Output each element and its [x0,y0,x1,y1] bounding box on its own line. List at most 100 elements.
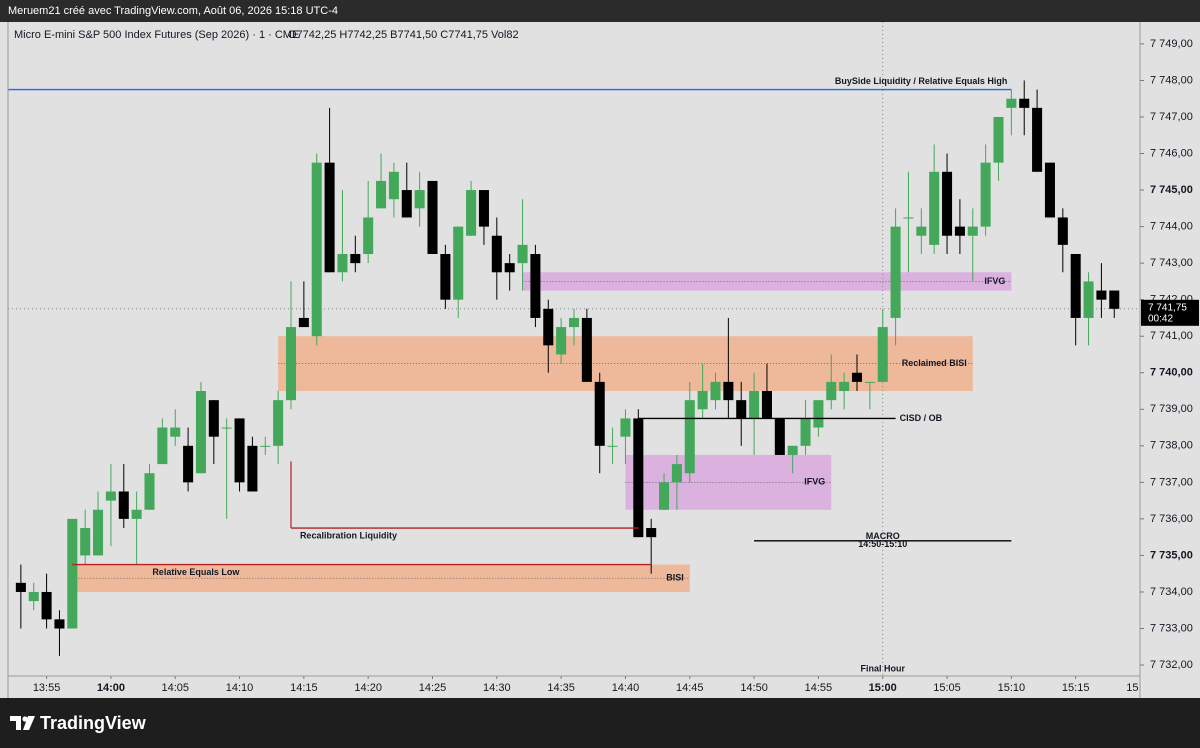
level-label: CISD / OB [900,413,943,423]
candle-body [890,226,901,318]
x-tick-label: 14:35 [547,682,575,694]
candle-body [105,491,116,501]
brand-logo [10,716,35,730]
attribution: Meruem21 créé avec TradingView.com, Août… [8,5,338,17]
x-tick-label: 14:45 [676,682,704,694]
candle-body [337,254,348,273]
candle-body [568,317,580,328]
candle-body [646,528,657,538]
candle-body [864,381,875,383]
level-label: BuySide Liquidity / Relative Equals High [835,76,1008,86]
candle-body [787,445,798,455]
candle-body [324,162,335,273]
candle-body [93,509,104,556]
last-price-label: 7 741,75 [1148,302,1187,313]
candle-body [723,381,734,401]
candle-body [311,162,322,337]
candle-body [877,327,888,382]
ohlc-legend: O7742,25 H7742,25 B7741,50 C7741,75 Vol8… [288,29,519,41]
candle-body [453,226,464,300]
zone-label: Reclaimed BISI [902,358,967,368]
candle-body [954,226,965,236]
last-price-box [1141,299,1199,326]
y-tick-label: 7 736,00 [1150,513,1193,525]
candle-body [813,400,824,428]
candle-body [1032,107,1043,172]
x-tick-label: 14:20 [354,682,382,694]
candle-body [285,327,297,401]
logo-shape [10,716,21,730]
candle-body [401,190,412,218]
x-tick-label: 14:55 [805,682,833,694]
candle-body [736,400,747,419]
x-tick-label: 13:55 [33,682,61,694]
candle-body [350,254,361,264]
candle-body [993,116,1004,163]
candle-body [67,518,78,629]
logo-shape [23,716,35,730]
candle-body [659,482,670,510]
candle-body [1057,217,1068,245]
level-label: MACRO [866,531,900,541]
candle-body [543,308,554,346]
candle-body [478,190,489,227]
candle-body [427,180,438,255]
level-label: Relative Equals Low [152,567,240,577]
candle-body [916,226,927,236]
y-tick-label: 7 746,00 [1150,147,1193,159]
zone-label: BISI [666,573,684,583]
candle-body [761,391,772,419]
candle-body [1083,281,1094,318]
y-tick-label: 7 737,00 [1150,476,1193,488]
level-sublabel: 14:50-15:10 [858,539,907,549]
candle-body [80,528,91,556]
candle-body [581,317,592,382]
candle-body [697,391,708,410]
x-tick-label: 15:15 [1062,682,1090,694]
candle-body [504,263,515,273]
footer-bar [0,698,1200,748]
candle-body [388,171,399,200]
candle-body [929,171,940,245]
x-tick-label: 14:40 [612,682,640,694]
candle-body [183,445,194,483]
candle-body [273,400,284,446]
candle-body [221,427,232,429]
countdown: 00:42 [1148,313,1173,324]
y-tick-label: 7 749,00 [1150,38,1193,50]
candle-body [774,418,785,455]
candle-body [466,190,477,236]
candle-body [1044,162,1055,218]
y-tick-label: 7 740,00 [1150,367,1193,379]
candle-body [530,254,541,318]
candle-body [1019,98,1030,108]
candle-body [131,509,142,519]
candle-body [298,317,309,328]
y-tick-label: 7 739,00 [1150,403,1193,415]
y-tick-label: 7 747,00 [1150,111,1193,123]
y-tick-label: 7 748,00 [1150,74,1193,86]
y-tick-label: 7 745,00 [1150,184,1193,196]
candle-body [247,445,258,492]
candle-body [208,400,219,437]
candle-body [414,190,425,209]
candle-body [607,445,618,447]
candle-body [440,254,451,300]
candle-body [517,244,528,264]
brand-name: TradingView [40,713,147,733]
candle-body [942,171,953,236]
candle-body [144,473,155,510]
candle-body [195,391,206,474]
x-tick-label: 15:10 [998,682,1026,694]
top-bar [0,0,1200,22]
zone [522,272,1012,291]
candle-body [980,162,991,227]
candle-body [157,427,168,465]
candle-body [491,235,502,273]
chart-title: Micro E-mini S&P 500 Index Futures (Sep … [14,29,299,41]
x-tick-label: 14:00 [97,682,125,694]
x-tick-label: 14:25 [419,682,447,694]
candle-body [851,372,863,382]
candle-body [556,327,567,355]
